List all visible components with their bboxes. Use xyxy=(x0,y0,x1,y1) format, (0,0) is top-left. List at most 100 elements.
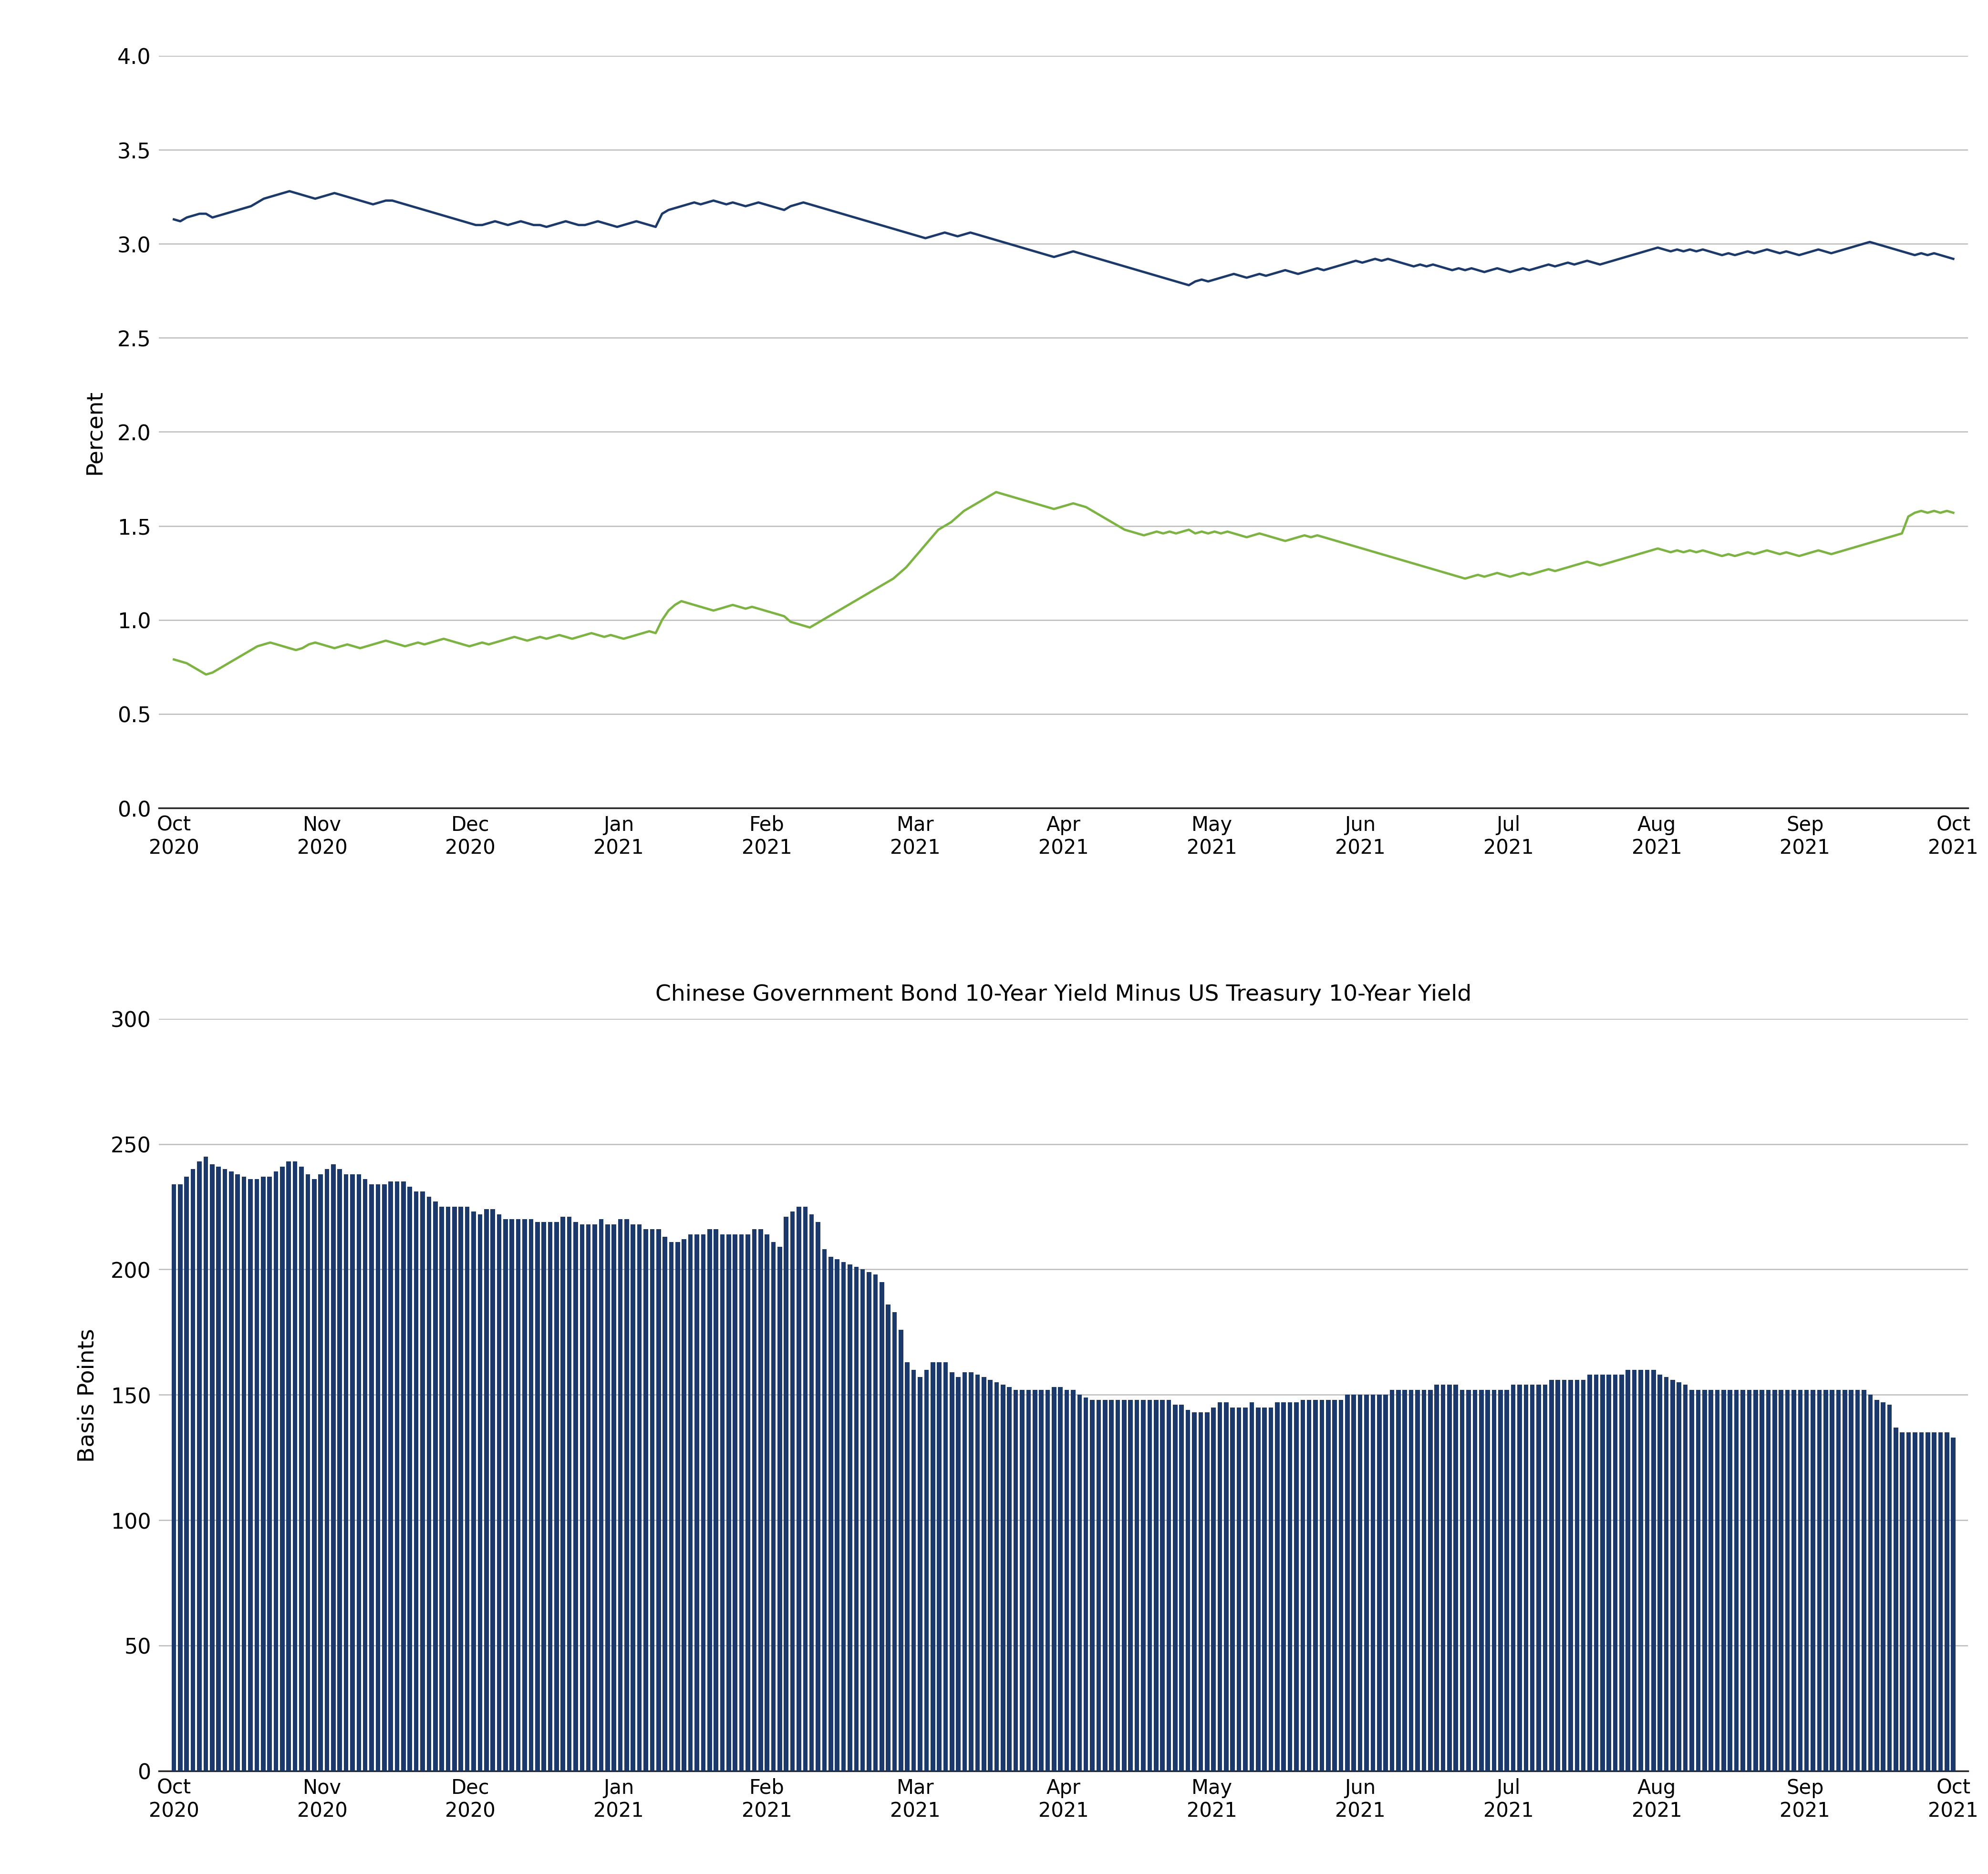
Bar xyxy=(1427,1391,1433,1771)
Bar xyxy=(229,1171,233,1771)
Bar xyxy=(1421,1391,1425,1771)
Bar xyxy=(1588,1376,1592,1771)
Bar xyxy=(1262,1407,1266,1771)
Bar xyxy=(529,1220,533,1771)
Bar xyxy=(1728,1391,1732,1771)
Bar xyxy=(726,1235,732,1771)
Bar xyxy=(1294,1402,1298,1771)
Bar xyxy=(1211,1407,1217,1771)
Bar xyxy=(517,1220,521,1771)
Bar xyxy=(855,1267,859,1771)
Bar xyxy=(1950,1437,1956,1771)
Bar xyxy=(586,1224,590,1771)
Bar xyxy=(459,1207,463,1771)
Bar xyxy=(1358,1394,1362,1771)
Bar xyxy=(1370,1394,1376,1771)
Bar xyxy=(1670,1379,1676,1771)
Bar xyxy=(1644,1370,1650,1771)
Bar xyxy=(650,1229,654,1771)
Bar xyxy=(644,1229,648,1771)
Bar xyxy=(1141,1400,1145,1771)
Bar xyxy=(1173,1406,1177,1771)
Bar xyxy=(561,1216,565,1771)
Bar xyxy=(612,1224,616,1771)
Bar xyxy=(740,1235,744,1771)
Bar xyxy=(887,1304,891,1771)
Bar xyxy=(1869,1394,1873,1771)
Bar xyxy=(1620,1376,1624,1771)
Bar xyxy=(1861,1391,1867,1771)
Bar xyxy=(185,1177,189,1771)
Bar xyxy=(1109,1400,1113,1771)
Bar xyxy=(1441,1385,1445,1771)
Bar xyxy=(1014,1391,1018,1771)
Bar xyxy=(765,1235,769,1771)
Bar xyxy=(899,1331,903,1771)
Bar xyxy=(694,1235,700,1771)
Bar xyxy=(388,1182,394,1771)
Bar xyxy=(911,1370,916,1771)
Bar xyxy=(408,1186,412,1771)
Bar xyxy=(1690,1391,1694,1771)
Bar xyxy=(477,1214,483,1771)
Bar xyxy=(318,1175,322,1771)
Bar xyxy=(1543,1385,1547,1771)
Bar xyxy=(1083,1398,1087,1771)
Bar xyxy=(1326,1400,1330,1771)
Bar xyxy=(682,1239,686,1771)
Bar xyxy=(1268,1407,1272,1771)
Bar xyxy=(1549,1379,1555,1771)
Bar xyxy=(1459,1391,1465,1771)
Bar xyxy=(936,1362,942,1771)
Bar xyxy=(382,1184,386,1771)
Bar xyxy=(203,1156,209,1771)
Bar xyxy=(243,1177,247,1771)
Bar xyxy=(1346,1394,1350,1771)
Bar xyxy=(1242,1407,1248,1771)
Bar xyxy=(771,1242,775,1771)
Bar xyxy=(823,1250,827,1771)
Bar xyxy=(1008,1387,1012,1771)
Bar xyxy=(1485,1391,1489,1771)
Bar xyxy=(555,1222,559,1771)
Bar xyxy=(1473,1391,1477,1771)
Bar xyxy=(217,1168,221,1771)
Bar xyxy=(604,1224,610,1771)
Bar xyxy=(497,1214,501,1771)
Bar xyxy=(618,1220,622,1771)
Bar xyxy=(1396,1391,1402,1771)
Bar xyxy=(1332,1400,1336,1771)
Bar xyxy=(370,1184,374,1771)
Bar xyxy=(573,1222,579,1771)
Bar xyxy=(1664,1377,1668,1771)
Bar xyxy=(503,1220,507,1771)
Bar xyxy=(1708,1391,1714,1771)
Bar xyxy=(1447,1385,1451,1771)
Bar xyxy=(662,1237,668,1771)
Bar xyxy=(1791,1391,1795,1771)
Bar xyxy=(797,1207,801,1771)
Bar xyxy=(1505,1391,1509,1771)
Bar xyxy=(1785,1391,1789,1771)
Bar xyxy=(171,1184,177,1771)
Bar xyxy=(1881,1402,1885,1771)
Bar xyxy=(509,1220,515,1771)
Bar xyxy=(1217,1402,1223,1771)
Bar xyxy=(1390,1391,1394,1771)
Bar xyxy=(1089,1400,1095,1771)
Bar xyxy=(734,1235,738,1771)
Bar xyxy=(1179,1406,1185,1771)
Bar xyxy=(549,1222,553,1771)
Bar xyxy=(1199,1413,1203,1771)
Bar xyxy=(714,1229,718,1771)
Bar xyxy=(988,1379,992,1771)
Bar xyxy=(598,1220,604,1771)
Bar xyxy=(280,1168,284,1771)
Bar xyxy=(1352,1394,1356,1771)
Bar xyxy=(1077,1394,1081,1771)
Bar xyxy=(1300,1400,1304,1771)
Bar xyxy=(670,1242,674,1771)
Bar xyxy=(1918,1432,1924,1771)
Bar xyxy=(1855,1391,1861,1771)
Bar xyxy=(1563,1379,1567,1771)
